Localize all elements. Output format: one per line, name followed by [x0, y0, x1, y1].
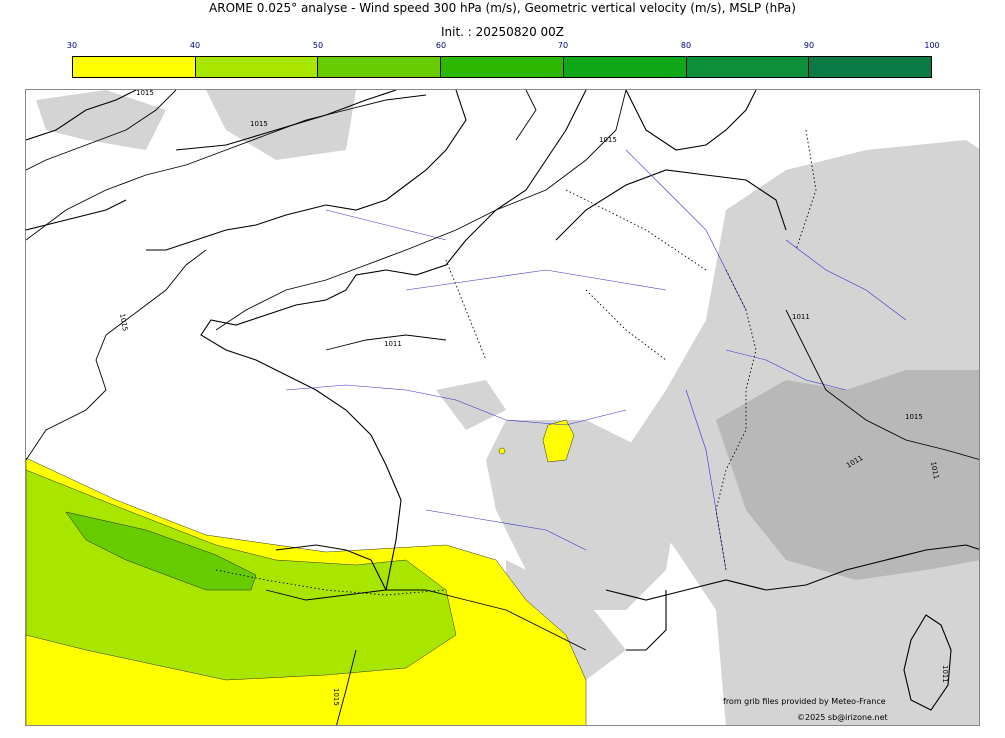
colorbar-segment — [73, 57, 196, 77]
corsica — [903, 614, 952, 711]
colorbar-segment — [195, 57, 319, 77]
copyright-credit: ©2025 sb@irizone.net — [797, 713, 888, 722]
colorbar-tick: 70 — [557, 41, 569, 50]
chart-title: AROME 0.025° analyse - Wind speed 300 hP… — [209, 1, 796, 15]
colorbar-tick: 100 — [924, 41, 940, 50]
strong-ascent-shading — [716, 370, 979, 580]
isobar-label: 1015 — [118, 313, 129, 332]
rivers — [285, 149, 907, 571]
colorbar-tick: 40 — [189, 41, 201, 50]
borders — [215, 129, 817, 596]
colorbar-segment — [441, 57, 564, 77]
colorbar-tick: 80 — [680, 41, 692, 50]
isobars — [26, 90, 979, 725]
isobar-label: 1011 — [384, 340, 402, 348]
map-canvas: 1015 1015 1015 1015 1011 1011 1015 1011 … — [26, 90, 979, 725]
wind-speed-patch — [498, 419, 575, 463]
colorbar-segment — [686, 57, 810, 77]
data-source-credit: from grib files provided by Meteo-France — [723, 697, 886, 706]
colorbar-tick: 90 — [803, 41, 815, 50]
isobar-label: 1015 — [250, 120, 268, 128]
colorbar-tick: 30 — [66, 41, 78, 50]
isobar-label: 1015 — [905, 413, 923, 421]
init-time: Init. : 20250820 00Z — [440, 25, 565, 39]
isobar-label: 1015 — [136, 90, 154, 97]
colorbar — [72, 56, 932, 78]
colorbar-segment — [809, 57, 932, 77]
colorbar-tick: 50 — [312, 41, 324, 50]
isobar-label: 1011 — [929, 461, 940, 480]
coastlines — [26, 90, 979, 651]
isobar-label: 1015 — [599, 136, 617, 144]
isobar-label: 1011 — [792, 313, 810, 321]
isobar-label: 1011 — [941, 665, 949, 683]
map-panel: 1015 1015 1015 1015 1011 1011 1015 1011 … — [25, 89, 980, 726]
colorbar-tick: 60 — [435, 41, 447, 50]
isobar-label: 1015 — [332, 688, 340, 706]
colorbar-segment — [318, 57, 442, 77]
colorbar-segment — [563, 57, 687, 77]
